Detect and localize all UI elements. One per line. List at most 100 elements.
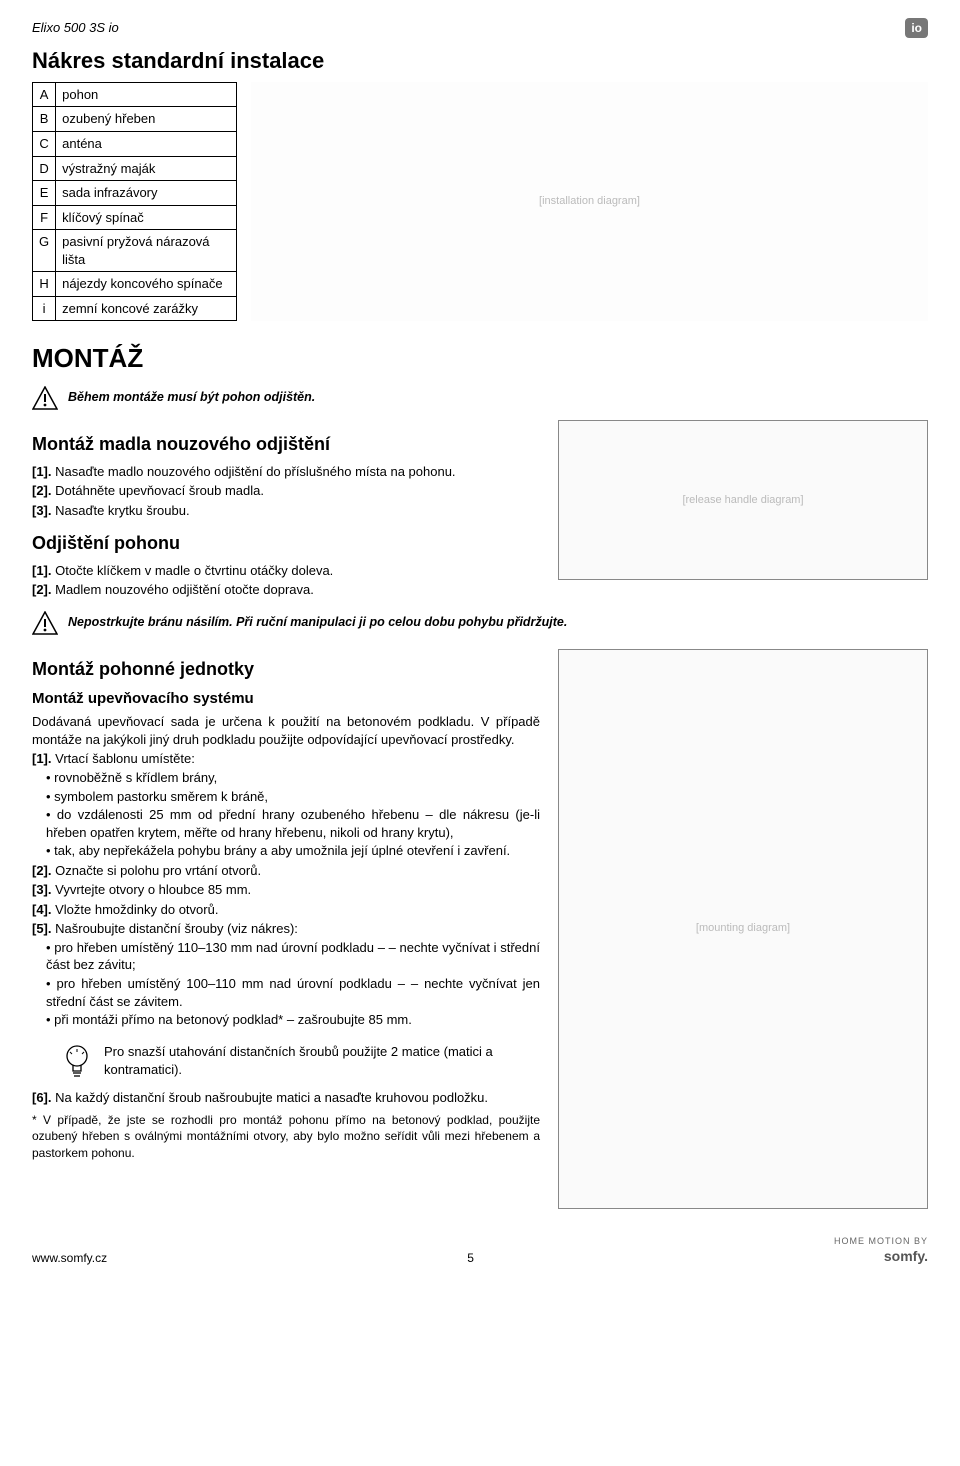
step5-bullets: pro hřeben umístěný 110–130 mm nad úrovn… [32,939,540,1029]
table-row: Canténa [33,131,237,156]
list-item: rovnoběžně s křídlem brány, [46,769,540,787]
legend-key: E [33,181,56,206]
list-item: do vzdálenosti 25 mm od přední hrany ozu… [46,806,540,841]
legend-key: A [33,82,56,107]
list-item: [3]. Nasaďte krytku šroubu. [32,502,540,520]
list-item: [4]. Vložte hmoždinky do otvorů. [32,901,540,919]
mount-img-col: [mounting diagram] [558,645,928,1209]
legend-value: klíčový spínač [56,205,237,230]
legend-value: výstražný maják [56,156,237,181]
warning-icon [32,611,58,635]
io-badge: io [905,18,928,38]
step-text: Našroubujte distanční šrouby (viz nákres… [55,921,298,936]
legend-value: sada infrazávory [56,181,237,206]
step-text: Označte si polohu pro vrtání otvorů. [55,863,261,878]
step-text: Na každý distanční šroub našroubujte mat… [55,1090,488,1105]
sub3-intro: Dodávaná upevňovací sada je určena k pou… [32,713,540,748]
tip-row: Pro snazší utahování distančních šroubů … [62,1043,540,1079]
legend-key: F [33,205,56,230]
section-montaz: MONTÁŽ Během montáže musí být pohon odji… [32,341,928,1208]
table-row: Dvýstražný maják [33,156,237,181]
step1-bullets: rovnoběžně s křídlem brány,symbolem past… [32,769,540,860]
sub1-steps: [1]. Nasaďte madlo nouzového odjištění d… [32,463,540,520]
step-num: [4]. [32,902,52,917]
mounting-diagram: [mounting diagram] [558,649,928,1209]
legend-value: pasivní pryžová nárazová lišta [56,230,237,272]
legend-table: ApohonBozubený hřebenCanténaDvýstražný m… [32,82,237,321]
mount-text-col: Montáž pohonné jednotky Montáž upevňovac… [32,645,540,1209]
footnote: * V případě, že jste se rozhodli pro mon… [32,1112,540,1161]
legend-value: ozubený hřeben [56,107,237,132]
legend-key: i [33,296,56,321]
list-item: [5]. Našroubujte distanční šrouby (viz n… [32,920,540,1028]
table-row: izemní koncové zarážky [33,296,237,321]
step-text: Vložte hmoždinky do otvorů. [55,902,218,917]
table-row: Esada infrazávory [33,181,237,206]
footer-sub: HOME MOTION BY [834,1235,928,1247]
step-num: [2]. [32,483,52,498]
step-text: Vrtací šablonu umístěte: [55,751,195,766]
footer-url: www.somfy.cz [32,1250,107,1266]
page-header: Elixo 500 3S io io [32,18,928,38]
sub3-subtitle: Montáž upevňovacího systému [32,689,540,709]
warning-icon [32,386,58,410]
legend-box: ApohonBozubený hřebenCanténaDvýstražný m… [32,82,237,321]
madla-img-col: [release handle diagram] [558,420,928,600]
table-row: Hnájezdy koncového spínače [33,272,237,297]
step-num: [3]. [32,503,52,518]
list-item: [2]. Madlem nouzového odjištění otočte d… [32,581,540,599]
warning-1: Během montáže musí být pohon odjištěn. [32,386,928,410]
step-num: [1]. [32,563,52,578]
installation-diagram: [installation diagram] [251,82,928,321]
list-item: symbolem pastorku směrem k bráně, [46,788,540,806]
step-num: [1]. [32,464,52,479]
list-item: pro hřeben umístěný 100–110 mm nad úrovn… [46,975,540,1010]
list-item: [3]. Vyvrtejte otvory o hloubce 85 mm. [32,881,540,899]
list-item: [1]. Nasaďte madlo nouzového odjištění d… [32,463,540,481]
table-row: Bozubený hřeben [33,107,237,132]
product-name: Elixo 500 3S io [32,19,119,37]
legend-key: C [33,131,56,156]
step-num: [1]. [32,751,52,766]
list-item: [1]. Vrtací šablonu umístěte: rovnoběžně… [32,750,540,859]
sub3-steps: [1]. Vrtací šablonu umístěte: rovnoběžně… [32,750,540,1028]
legend-key: D [33,156,56,181]
table-row: Gpasivní pryžová nárazová lišta [33,230,237,272]
lightbulb-icon [62,1043,92,1079]
footer-page: 5 [467,1250,474,1266]
list-item: [2]. Dotáhněte upevňovací šroub madla. [32,482,540,500]
list-item: tak, aby nepřekážela pohybu brány a aby … [46,842,540,860]
madla-text-col: Montáž madla nouzového odjištění [1]. Na… [32,420,540,600]
list-item: při montáži přímo na betonový podklad* –… [46,1011,540,1029]
nakres-row: ApohonBozubený hřebenCanténaDvýstražný m… [32,82,928,321]
release-diagram: [release handle diagram] [558,420,928,580]
legend-value: anténa [56,131,237,156]
table-row: Fklíčový spínač [33,205,237,230]
tip-text: Pro snazší utahování distančních šroubů … [104,1043,540,1078]
legend-value: nájezdy koncového spínače [56,272,237,297]
legend-value: pohon [56,82,237,107]
step-text: Nasaďte madlo nouzového odjištění do pří… [55,464,455,479]
step-text: Otočte klíčkem v madle o čtvrtinu otáčky… [55,563,333,578]
footer-brand-block: HOME MOTION BY somfy. [834,1235,928,1266]
sub1-title: Montáž madla nouzového odjištění [32,432,540,456]
list-item: [6]. Na každý distanční šroub našroubujt… [32,1089,540,1107]
legend-key: G [33,230,56,272]
sub2-steps: [1]. Otočte klíčkem v madle o čtvrtinu o… [32,562,540,599]
sub2-title: Odjištění pohonu [32,531,540,555]
step-text: Dotáhněte upevňovací šroub madla. [55,483,264,498]
list-item: [2]. Označte si polohu pro vrtání otvorů… [32,862,540,880]
sub3-title: Montáž pohonné jednotky [32,657,540,681]
section-montaz-title: MONTÁŽ [32,341,928,376]
sub3-step6: [6]. Na každý distanční šroub našroubujt… [32,1089,540,1107]
step-num: [2]. [32,863,52,878]
footer-brand: somfy. [834,1247,928,1266]
legend-value: zemní koncové zarážky [56,296,237,321]
table-row: Apohon [33,82,237,107]
step-text: Nasaďte krytku šroubu. [55,503,189,518]
warning-2-text: Nepostrkujte bránu násilím. Při ruční ma… [68,611,567,631]
legend-key: B [33,107,56,132]
section-nakres-title: Nákres standardní instalace [32,46,928,76]
list-item: pro hřeben umístěný 110–130 mm nad úrovn… [46,939,540,974]
step-num: [6]. [32,1090,52,1105]
